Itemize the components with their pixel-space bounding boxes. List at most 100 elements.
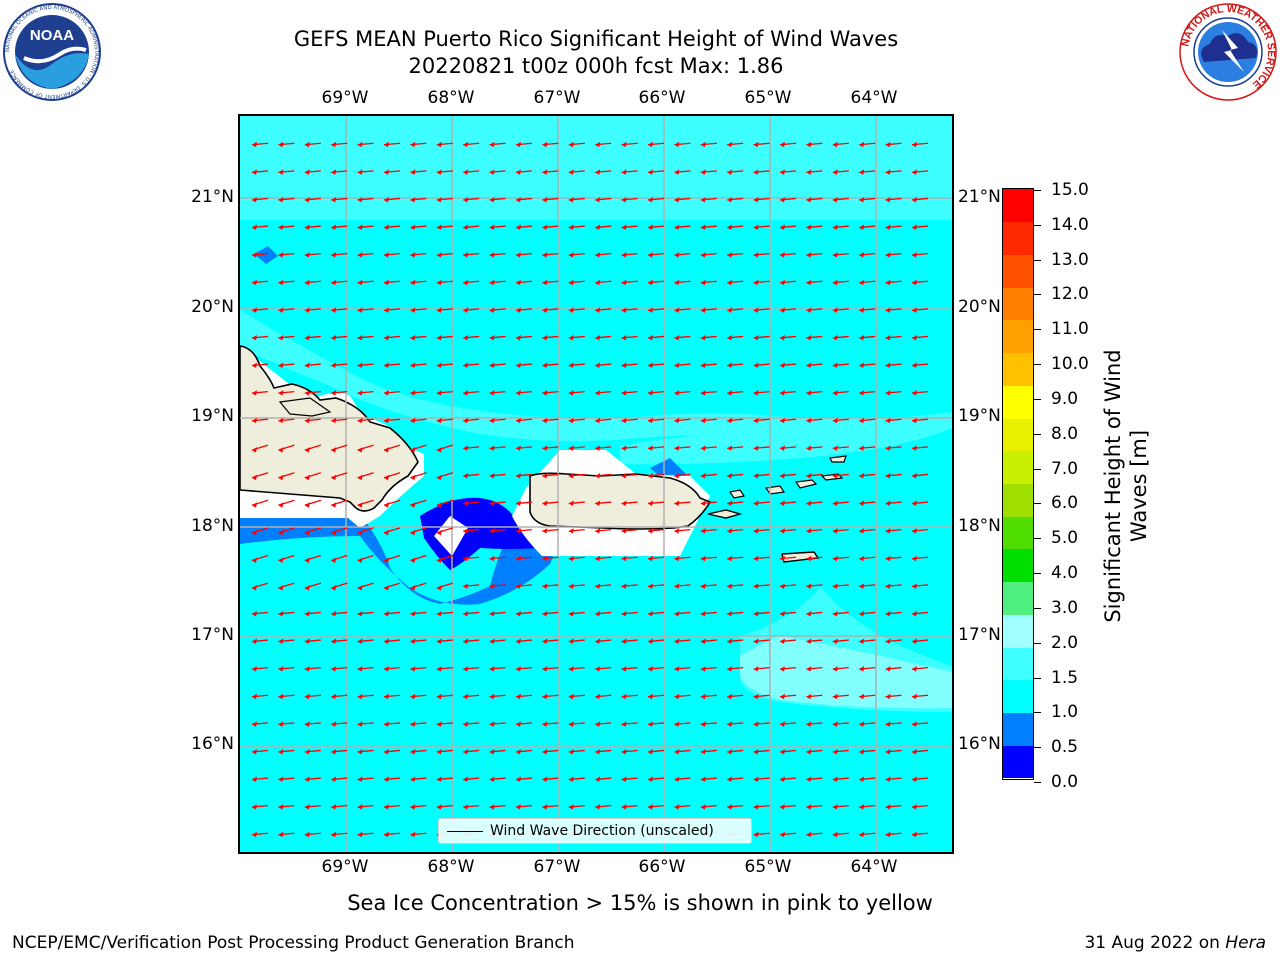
wave-direction-arrowhead [463,500,469,507]
wave-direction-arrowhead [436,610,442,617]
wave-direction-arrowhead [463,362,469,369]
wave-direction-arrowhead [780,252,785,258]
wave-direction-arrowhead [304,748,310,755]
wave-direction-arrowhead [912,528,917,534]
legend-label: Wind Wave Direction (unscaled) [490,823,714,839]
wave-direction-arrowhead [753,224,759,231]
wave-direction-arrowhead [252,638,257,645]
wave-direction-arrowhead [832,583,838,589]
colorbar-tick-mark [1034,398,1041,400]
wave-direction-arrowhead [304,831,310,838]
wave-direction-arrowhead [621,252,627,258]
wave-direction-arrowhead [700,721,706,727]
wave-direction-arrowhead [885,500,891,507]
wave-direction-arrowhead [595,638,601,645]
wave-direction-arrowhead [304,666,310,672]
wave-direction-arrowhead [357,334,363,341]
wave-direction-arrowhead [357,307,363,313]
wave-direction-arrowhead [278,307,284,313]
chart-subtitle: 20220821 t00z 000h fcst Max: 1.86 [408,54,784,78]
wave-direction-arrowhead [700,334,706,341]
wave-direction-arrowhead [516,666,521,672]
land-puerto-rico [529,472,712,530]
wave-direction-arrowhead [674,417,680,424]
colorbar-tick-label: 3.0 [1051,597,1079,618]
wave-direction-arrowhead [516,196,521,203]
wave-direction-arrowhead [516,141,521,148]
wave-direction-arrowhead [700,445,706,451]
wave-direction-arrowhead [832,445,838,451]
wave-direction-arrowhead [463,748,469,755]
wave-direction-arrowhead [410,252,416,258]
wave-direction-arrowhead [595,252,601,258]
wave-direction-arrowhead [463,693,469,700]
wave-direction-arrowhead [832,500,838,507]
wave-direction-arrowhead [674,390,680,396]
wave-direction-arrowhead [331,666,337,672]
wave-direction-arrowhead [542,417,548,424]
wave-direction-arrowhead [621,776,627,783]
wave-direction-arrowhead [436,693,442,700]
land-culebra [729,489,745,499]
wave-direction-arrowhead [384,804,389,810]
wave-direction-arrowhead [621,279,627,286]
wave-direction-arrowhead [252,169,257,175]
wave-direction-arrowhead [278,447,284,453]
wave-direction-arrowhead [463,417,469,424]
wave-direction-arrowhead [410,307,416,313]
wave-direction-arrowhead [595,224,601,231]
wave-direction-arrowhead [463,472,469,479]
wave-direction-arrowhead [357,362,363,369]
wave-direction-arrowhead [489,279,495,286]
wave-direction-arrowhead [621,666,627,672]
wave-direction-arrowhead [384,721,389,727]
wave-direction-arrowhead [489,390,495,396]
wave-direction-arrowhead [832,472,838,479]
wave-direction-arrowhead [859,638,865,645]
wave-direction-arrowhead [832,528,838,534]
wave-direction-arrowhead [621,693,627,700]
wave-direction-arrowhead [753,500,759,507]
wave-direction-arrowhead [912,666,917,672]
colorbar-tick-label: 12.0 [1051,284,1089,305]
wave-direction-arrowhead [252,721,257,727]
wave-direction-arrowhead [727,555,733,562]
wave-direction-arrowhead [384,224,389,231]
wave-direction-arrowhead [252,447,257,453]
colorbar-bin [1003,418,1033,452]
wave-direction-arrowhead [885,804,891,810]
wave-direction-arrowhead [516,776,521,783]
wave-direction-arrowhead [489,776,495,783]
wave-direction-arrowhead [252,196,257,203]
wave-direction-arrowhead [780,362,785,369]
wave-direction-arrowhead [648,666,653,672]
wave-direction-arrowhead [304,334,310,341]
land-tortuga [278,397,332,417]
wave-direction-arrowhead [648,528,653,534]
wave-direction-arrowhead [595,362,601,369]
wave-direction-arrowhead [331,447,337,453]
wave-direction-arrowhead [568,721,574,727]
wave-direction-arrowhead [912,362,917,369]
wave-direction-arrowhead [912,334,917,341]
colorbar-bin [1003,516,1033,550]
wave-direction-arrowhead [410,474,416,481]
wave-direction-arrowhead [489,362,495,369]
colorbar-bin [1003,679,1033,714]
wave-direction-arrowhead [621,196,627,203]
wave-direction-arrowhead [489,169,495,175]
lon-tick-bottom: 68°W [427,857,475,877]
wave-direction-arrowhead [436,334,442,341]
wave-direction-arrowhead [595,776,601,783]
wave-direction-arrowhead [806,417,812,424]
wave-direction-arrowhead [357,831,363,838]
noaa-emblem-icon: NOAA NATIONAL OCEANIC AND ATMOSPHERIC AD… [3,3,101,101]
wave-direction-arrowhead [832,638,838,645]
wave-direction-arrowhead [384,748,389,755]
wave-direction-arrowhead [859,528,865,534]
wave-direction-arrowhead [727,445,733,451]
wave-direction-arrowhead [674,445,680,451]
wave-direction-arrowhead [859,804,865,810]
wave-direction-arrowhead [304,804,310,810]
land-mask-mona [434,516,468,556]
